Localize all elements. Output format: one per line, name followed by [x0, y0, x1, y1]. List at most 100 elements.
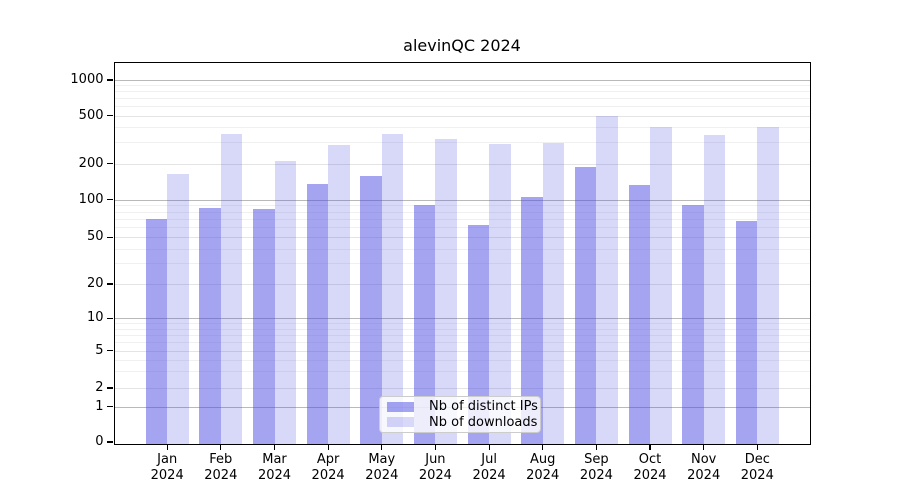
y-tick-label-1000: 1000: [70, 71, 104, 87]
y-tick-2: [107, 387, 113, 389]
y-tick-label-1: 1: [95, 398, 104, 414]
bar-downloads-jan: [167, 174, 189, 445]
gridline-200: [113, 163, 811, 165]
gridline-4: [113, 359, 811, 361]
bar-distinct-ips-jan: [145, 218, 168, 445]
bar-distinct-ips-jul: [467, 224, 490, 445]
x-tick-label-jun: Jun 2024: [418, 451, 452, 484]
y-tick-50: [107, 236, 113, 238]
gridline-8: [113, 328, 811, 330]
x-tick-nov: [703, 445, 705, 450]
gridline-700: [113, 98, 811, 100]
gridline-900: [113, 85, 811, 87]
bar-downloads-mar: [274, 161, 296, 445]
bar-downloads-feb: [220, 134, 243, 445]
y-tick-200: [107, 162, 113, 165]
gridline-10: [113, 318, 811, 320]
gridline-5: [113, 350, 811, 352]
legend-label-distinct-ips: Nb of distinct IPs: [429, 399, 538, 415]
x-tick-oct: [649, 445, 651, 450]
gridline-40: [113, 248, 811, 250]
bar-downloads-aug: [542, 142, 565, 445]
gridline-50: [113, 237, 811, 239]
gridline-9: [113, 323, 811, 325]
bar-downloads-sep: [596, 115, 618, 445]
gridline-800: [113, 91, 811, 93]
legend: Nb of distinct IPs Nb of downloads: [379, 396, 541, 433]
x-tick-jun: [434, 445, 437, 450]
y-tick-label-200: 200: [78, 155, 104, 171]
gridline-300: [113, 142, 811, 144]
x-tick-label-jan: Jan 2024: [150, 451, 184, 484]
plot-area: [113, 61, 812, 445]
gridline-600: [113, 106, 811, 108]
legend-swatch-downloads: [387, 417, 414, 428]
x-tick-label-oct: Oct 2024: [633, 451, 667, 484]
bar-downloads-may: [381, 133, 404, 445]
chart-title: alevinQC 2024: [403, 36, 521, 55]
gridline-6: [113, 342, 811, 344]
gridline-30: [113, 263, 811, 265]
gridline-20: [113, 283, 811, 285]
bar-distinct-ips-jun: [413, 204, 436, 445]
gridline-1000: [113, 79, 811, 81]
x-tick-jul: [488, 445, 490, 450]
x-tick-label-aug: Aug 2024: [526, 451, 560, 484]
gridline-80: [113, 211, 811, 213]
y-tick-10: [107, 317, 113, 320]
x-tick-dec: [756, 445, 758, 450]
bar-distinct-ips-sep: [574, 166, 597, 445]
y-tick-5: [107, 350, 113, 352]
bar-downloads-apr: [328, 145, 350, 445]
y-tick-label-2: 2: [95, 379, 104, 395]
y-tick-label-0: 0: [95, 433, 104, 449]
x-tick-label-nov: Nov 2024: [687, 451, 721, 484]
x-tick-may: [381, 445, 383, 450]
x-tick-label-feb: Feb 2024: [204, 451, 238, 484]
x-tick-mar: [273, 445, 276, 450]
bar-downloads-dec: [757, 127, 779, 445]
x-tick-aug: [542, 445, 544, 450]
gridline-500: [113, 115, 811, 117]
bar-distinct-ips-mar: [253, 209, 275, 445]
gridline-90: [113, 205, 811, 207]
x-tick-label-apr: Apr 2024: [311, 451, 345, 484]
bar-downloads-jun: [435, 139, 457, 445]
gridline-70: [113, 218, 811, 220]
y-tick-1: [107, 406, 113, 408]
bar-distinct-ips-may: [360, 176, 382, 445]
y-tick-100: [107, 199, 113, 201]
bar-distinct-ips-oct: [628, 185, 650, 445]
y-tick-label-10: 10: [86, 310, 104, 326]
y-tick-label-500: 500: [78, 107, 104, 123]
y-tick-label-50: 50: [86, 229, 104, 245]
bar-downloads-jul: [489, 144, 511, 445]
gridline-100: [113, 199, 811, 201]
bar-distinct-ips-aug: [521, 196, 543, 445]
gridline-2: [113, 387, 811, 389]
gridline-3: [113, 371, 811, 373]
bar-distinct-ips-apr: [306, 184, 329, 445]
y-tick-500: [107, 115, 113, 117]
x-tick-label-may: May 2024: [365, 451, 399, 484]
y-tick-0: [107, 441, 113, 443]
legend-entry-distinct-ips: Nb of distinct IPs: [387, 399, 538, 414]
gridline-7: [113, 335, 811, 336]
bars-layer: [114, 62, 812, 445]
y-tick-1000: [107, 79, 113, 81]
x-tick-label-mar: Mar 2024: [257, 451, 292, 484]
bar-distinct-ips-dec: [735, 221, 758, 445]
y-tick-label-20: 20: [86, 275, 104, 291]
x-tick-feb: [220, 445, 222, 450]
x-tick-label-sep: Sep 2024: [579, 451, 613, 484]
x-tick-apr: [327, 445, 329, 450]
legend-swatch-distinct-ips: [387, 401, 414, 412]
gridline-60: [113, 227, 811, 229]
y-tick-20: [107, 283, 113, 285]
legend-entry-downloads: Nb of downloads: [387, 415, 537, 430]
x-tick-sep: [595, 445, 598, 450]
gridline-400: [113, 127, 811, 129]
y-tick-label-5: 5: [95, 342, 104, 358]
y-tick-label-100: 100: [78, 191, 104, 207]
